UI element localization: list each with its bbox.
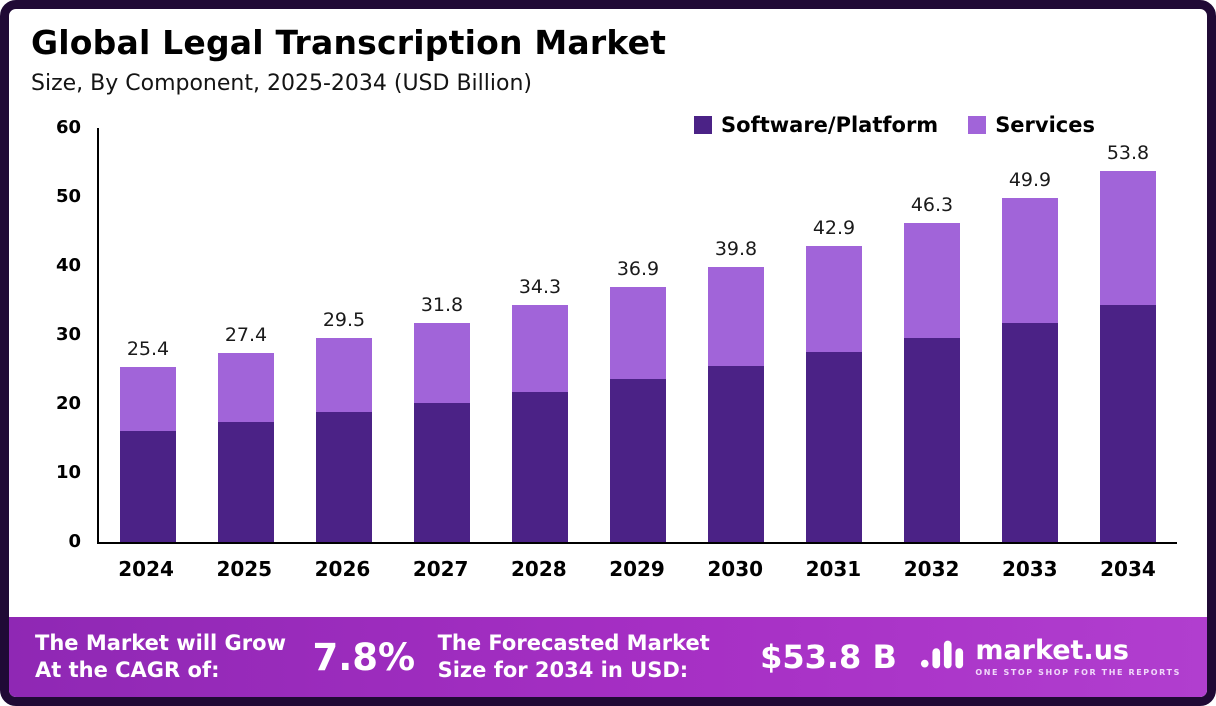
bar-segment-services	[218, 352, 274, 422]
bar-segment-services	[904, 222, 960, 339]
cagr-label: The Market will Grow At the CAGR of:	[35, 631, 286, 682]
bar-value-label: 31.8	[420, 293, 464, 316]
y-tick-label: 60	[55, 117, 81, 138]
bar-segment-software-platform	[316, 412, 372, 542]
y-tick-label: 50	[55, 186, 81, 207]
bar-value-label: 36.9	[616, 258, 660, 281]
y-axis: 0 10 20 30 40 50 60	[19, 117, 97, 552]
bar-group: 29.5	[295, 128, 393, 542]
bar-segment-services	[414, 322, 470, 403]
brand-tagline: ONE STOP SHOP FOR THE REPORTS	[975, 668, 1181, 677]
bar-segment-services	[806, 246, 862, 353]
x-axis-label: 2024	[118, 557, 174, 581]
bar-group: 36.9	[589, 128, 687, 542]
bar-segment-software-platform	[414, 402, 470, 542]
bar-group: 39.8	[687, 128, 785, 542]
y-tick-label: 0	[68, 531, 81, 552]
forecast-value: $53.8 B	[760, 638, 897, 676]
page-subtitle: Size, By Component, 2025-2034 (USD Billi…	[31, 71, 532, 96]
bar-value-label: 27.4	[224, 323, 268, 346]
bar-group: 42.9	[785, 128, 883, 542]
bar-segment-software-platform	[1100, 304, 1156, 542]
x-axis-label: 2031	[805, 557, 862, 581]
bar-segment-services	[1100, 170, 1156, 305]
page-title: Global Legal Transcription Market	[31, 23, 667, 62]
bar-value-label: 29.5	[322, 309, 366, 332]
x-axis-label: 2032	[903, 557, 960, 581]
y-tick-label: 10	[55, 462, 81, 483]
x-axis-label: 2026	[314, 557, 371, 581]
bar-value-label: 49.9	[1008, 168, 1052, 191]
legend-item-services: Services	[968, 113, 1095, 137]
bar-segment-services	[316, 338, 372, 413]
brand-name: market.us	[975, 635, 1129, 666]
bar-group: 31.8	[393, 128, 491, 542]
bar-value-label: 25.4	[126, 337, 170, 360]
bar-segment-services	[708, 267, 764, 367]
x-axis-label: 2025	[216, 557, 273, 581]
marketus-logo-icon	[919, 632, 965, 682]
footer-banner: The Market will Grow At the CAGR of: 7.8…	[9, 617, 1207, 697]
x-axis-label: 2029	[609, 557, 665, 581]
bar-group: 49.9	[981, 128, 1079, 542]
brand: market.us ONE STOP SHOP FOR THE REPORTS	[919, 632, 1181, 682]
bar-segment-software-platform	[120, 430, 176, 542]
bar-segment-services	[512, 305, 568, 392]
legend-label: Software/Platform	[721, 113, 939, 137]
bar-group: 34.3	[491, 128, 589, 542]
bar-group: 25.4	[99, 128, 197, 542]
forecast-label: The Forecasted Market Size for 2034 in U…	[437, 631, 710, 682]
y-tick-label: 20	[55, 393, 81, 414]
x-axis-label: 2034	[1100, 557, 1156, 581]
legend-label: Services	[995, 113, 1095, 137]
y-tick-label: 30	[55, 324, 81, 345]
bar-value-label: 42.9	[812, 217, 856, 239]
bar-group: 27.4	[197, 128, 295, 542]
x-axis-labels: 2024 2025 2026 2027 2028 2029 2030 2031 2032 2033…	[97, 557, 1177, 581]
brand-text: market.us ONE STOP SHOP FOR THE REPORTS	[975, 635, 1181, 678]
legend-item-software-platform: Software/Platform	[694, 113, 938, 137]
bar-segment-software-platform	[218, 421, 274, 542]
bar-value-label: 34.3	[518, 276, 562, 299]
bar-segment-software-platform	[708, 366, 764, 542]
bar-segment-software-platform	[1002, 322, 1058, 542]
bar-value-label: 53.8	[1106, 141, 1150, 164]
bar-segment-services	[120, 366, 176, 431]
cagr-value: 7.8%	[312, 635, 416, 679]
bar-segment-software-platform	[512, 391, 568, 542]
bar-segment-services	[1002, 197, 1058, 323]
y-tick-label: 40	[55, 255, 81, 276]
bar-segment-software-platform	[904, 338, 960, 542]
x-axis-label: 2028	[511, 557, 567, 581]
bar-group: 53.8	[1079, 128, 1177, 542]
legend-swatch	[694, 116, 713, 134]
header: Global Legal Transcription Market Size, …	[9, 9, 1207, 96]
bar-value-label: 39.8	[714, 238, 758, 261]
x-axis-label: 2033	[1001, 557, 1058, 581]
bar-segment-software-platform	[806, 352, 862, 542]
plot-area: 25.4 27.4 29.5 31.8 34.3 36.9 39.8 42.9 46.3 49.9…	[97, 128, 1177, 544]
bar-value-label: 46.3	[910, 193, 954, 216]
bar-segment-services	[610, 287, 666, 380]
bar-segment-software-platform	[610, 379, 666, 542]
legend: Software/Platform Services	[694, 113, 1095, 137]
x-axis-label: 2030	[707, 557, 764, 581]
x-axis-label: 2027	[412, 557, 469, 581]
legend-swatch	[968, 116, 987, 134]
chart: 0 10 20 30 40 50 60 25.4 27.4 29.5 31.8 34.3 36.9 39…	[19, 117, 1177, 552]
bar-group: 46.3	[883, 128, 981, 542]
